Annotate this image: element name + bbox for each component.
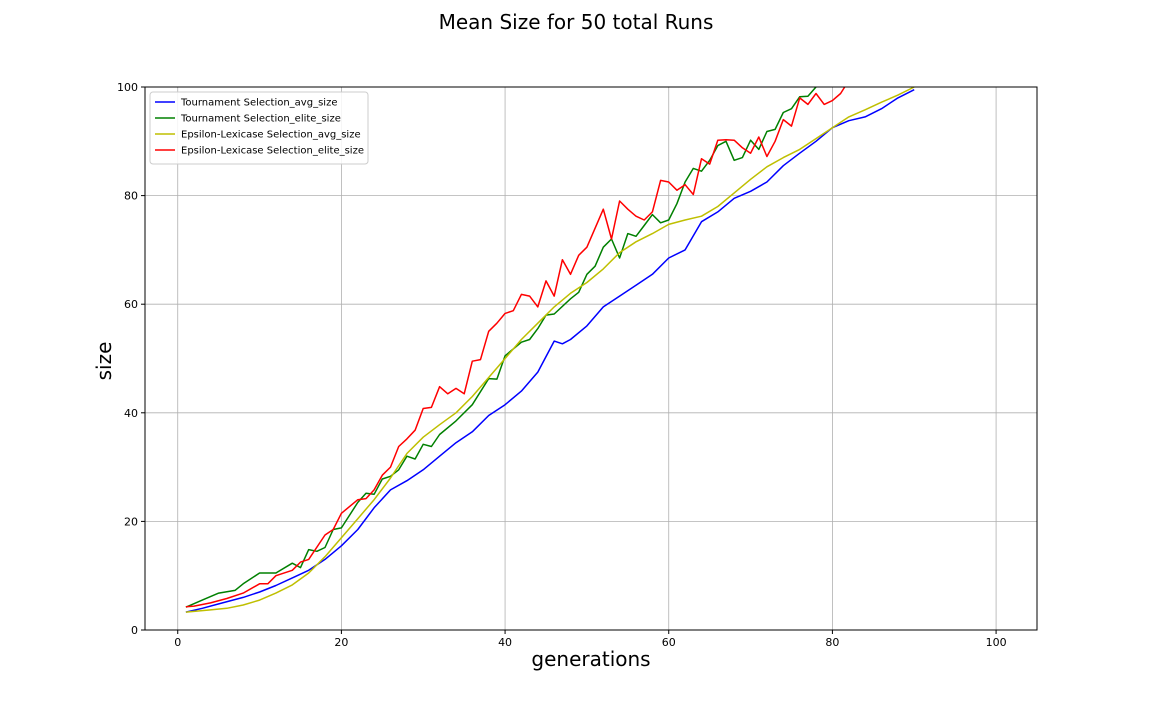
x-tick-label: 60 <box>662 636 676 649</box>
series-layer <box>185 86 915 613</box>
legend-entry: Epsilon-Lexicase Selection_elite_size <box>181 146 364 157</box>
y-tick-label: 100 <box>117 81 138 94</box>
y-tick-label: 60 <box>124 298 138 311</box>
plot-frame <box>144 86 1038 631</box>
legend-entry: Epsilon-Lexicase Selection_avg_size <box>181 130 361 141</box>
x-tick-label: 40 <box>498 636 512 649</box>
x-tick-label: 0 <box>174 636 181 649</box>
chart-title: Mean Size for 50 total Runs <box>439 10 714 34</box>
series-line-3 <box>185 86 846 608</box>
ticks: 0 20 40 60 80 100 0 20 40 60 80 100 <box>117 81 1007 649</box>
y-axis-label: size <box>92 342 116 381</box>
series-line-2 <box>185 86 915 613</box>
series-line-1 <box>185 86 817 608</box>
x-axis-label: generations <box>531 647 650 671</box>
x-tick-label: 20 <box>334 636 348 649</box>
legend-entry: Tournament Selection_elite_size <box>180 114 341 125</box>
legend-box <box>149 91 369 165</box>
y-tick-label: 0 <box>131 624 138 637</box>
grid <box>145 86 1037 631</box>
series-line-0 <box>185 89 915 613</box>
x-tick-label: 100 <box>986 636 1007 649</box>
y-tick-label: 40 <box>124 407 138 420</box>
legend: Tournament Selection_avg_size Tournament … <box>149 91 369 165</box>
y-tick-label: 20 <box>124 515 138 528</box>
legend-entry: Tournament Selection_avg_size <box>180 98 337 109</box>
y-tick-label: 80 <box>124 190 138 203</box>
x-tick-label: 80 <box>825 636 839 649</box>
